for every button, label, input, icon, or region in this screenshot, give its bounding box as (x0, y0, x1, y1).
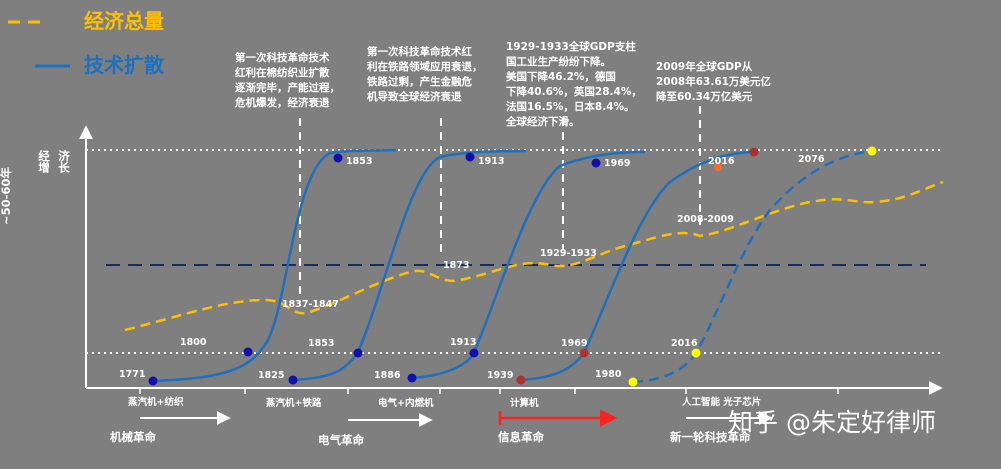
point-1886 (407, 373, 417, 383)
year-label-1969-lower: 1969 (561, 338, 587, 349)
diffusion-curve-4 (520, 150, 757, 382)
annotation-4-line: 2009年全球GDP从 (656, 60, 753, 73)
year-label-2008-2009: 2008-2009 (677, 214, 734, 225)
point-1913-lower (469, 348, 479, 358)
revolution-label-2: 电气革命 (318, 433, 364, 447)
year-label-1969-upper: 1969 (604, 158, 630, 169)
annotation-2-line: 第一次科技革命技术红 (367, 45, 472, 58)
revolution-label-3: 信息革命 (498, 430, 544, 444)
point-1825 (288, 375, 298, 385)
point-2016-lower (691, 348, 701, 358)
y-axis-label-left: 经增 (37, 149, 51, 174)
technology-label-3: 电气+内燃机 (378, 397, 434, 409)
point-1969-upper (591, 158, 601, 168)
point-1980 (628, 377, 638, 387)
point-1771 (148, 376, 158, 386)
annotation-3-line: 国工业生产纷纷下降。 (506, 55, 611, 68)
annotation-3-line: 1929-1933全球GDP支柱 (506, 40, 636, 53)
annotation-4-line: 降至60.34万亿美元 (656, 90, 753, 103)
annotation-1-line: 红利在棉纺织业扩散 (235, 66, 330, 79)
year-label-1853-upper: 1853 (346, 156, 372, 167)
point-1800 (243, 347, 253, 357)
technology-label-4: 计算机 (510, 397, 539, 409)
annotation-4-line: 2008年63.61万美元亿 (656, 75, 771, 88)
diffusion-curve-1 (152, 148, 397, 383)
annotation-3: 1929-1933全球GDP支柱 国工业生产纷纷下降。 美国下降46.2%，德国… (505, 40, 646, 128)
y-axis-period-label: ~50-60年 (0, 167, 13, 225)
diffusion-legend-label: 技术扩散 (84, 53, 165, 77)
annotation-3-line: 全球经济下滑。 (505, 115, 580, 128)
point-peak (749, 147, 759, 157)
annotation-1-line: 逐渐完毕，产能过程， (235, 81, 340, 94)
year-label-2016-upper: 2016 (708, 156, 735, 167)
annotation-4: 2009年全球GDP从 2008年63.61万美元亿 降至60.34万亿美元 (656, 60, 775, 103)
year-label-1771: 1771 (119, 369, 145, 380)
year-label-1873: 1873 (443, 260, 469, 271)
annotation-2: 第一次科技革命技术红 利在铁路领域应用衰退， 铁路过剩，产生金融危 机导致全球经… (367, 45, 486, 103)
economy-legend-label: 经济总量 (84, 9, 164, 33)
economy-curve (124, 180, 944, 332)
annotation-3-line: 下降40.6%，英国28.4%， (506, 85, 642, 98)
year-label-1929-1933: 1929-1933 (540, 248, 597, 259)
year-label-1825: 1825 (258, 370, 284, 381)
annotation-1-line: 第一次科技革命技术 (235, 51, 330, 64)
year-label-1837-1847: 1837-1847 (282, 299, 339, 310)
year-label-1913-upper: 1913 (478, 156, 504, 167)
year-label-1980: 1980 (595, 369, 622, 380)
annotation-3-line: 美国下降46.2%，德国 (506, 70, 616, 83)
revolution-label-4: 新一轮科技革命 (670, 430, 751, 444)
annotation-2-line: 利在铁路领域应用衰退， (367, 60, 483, 73)
y-axis-label-right: 济长 (57, 149, 71, 174)
technology-label-1: 蒸汽机+纺织 (128, 396, 184, 408)
year-label-1913-lower: 1913 (450, 337, 476, 348)
year-label-2016-lower: 2016 (671, 338, 698, 349)
point-1969-lower (579, 348, 589, 358)
annotation-1-line: 危机爆发，经济衰退 (234, 96, 330, 109)
year-label-1939: 1939 (487, 370, 513, 381)
annotation-1: 第一次科技革命技术 红利在棉纺织业扩散 逐渐完毕，产能过程， 危机爆发，经济衰退 (234, 51, 344, 109)
point-1939 (516, 375, 526, 385)
annotation-2-line: 机导致全球经济衰退 (367, 90, 462, 103)
technology-label-2: 蒸汽机+铁路 (266, 397, 322, 409)
watermark: 知乎 @朱定好律师 (728, 408, 936, 437)
point-1853-upper (333, 153, 343, 163)
point-2076 (867, 146, 877, 156)
annotation-3-line: 法国16.5%，日本8.4%。 (506, 100, 635, 113)
technology-label-5: 人工智能 光子芯片 (682, 396, 761, 408)
year-label-1853-lower: 1853 (308, 338, 334, 349)
year-label-2076: 2076 (798, 154, 825, 165)
year-label-1886: 1886 (374, 370, 401, 381)
annotation-2-line: 铁路过剩，产生金融危 (367, 75, 472, 88)
year-label-1800: 1800 (180, 337, 207, 348)
diffusion-curve-5 (632, 149, 873, 384)
diffusion-curve-2 (292, 149, 527, 382)
point-1853-lower (353, 348, 363, 358)
point-2016-upper (714, 163, 722, 171)
point-1913-upper (465, 152, 475, 162)
revolution-label-1: 机械革命 (110, 430, 156, 444)
diffusion-curve-3 (411, 150, 646, 380)
